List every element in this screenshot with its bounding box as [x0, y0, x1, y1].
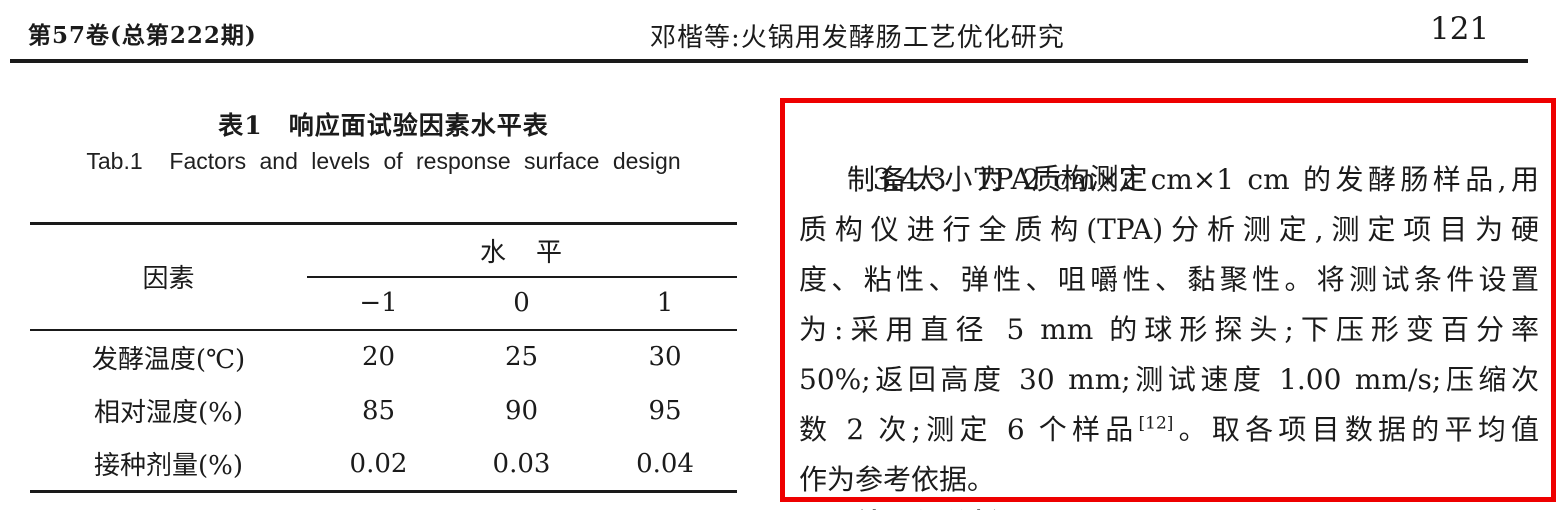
table1-block: 表1 响应面试验因素水平表 Tab.1 Factors and levels o… [30, 100, 738, 500]
table-row: 接种剂量(%) 0.02 0.03 0.04 [30, 438, 737, 492]
level-col-zero: 0 [450, 276, 593, 331]
factors-levels-table: 因素 水 平 −1 0 1 发酵温度(℃) 20 25 30 相对湿度(%) 8… [30, 222, 738, 493]
row-value: 95 [648, 395, 682, 426]
running-title: 邓楷等:火锅用发酵肠工艺优化研究 [650, 23, 1065, 53]
table1-title-en: Tab.1 Factors and levels of response sur… [86, 148, 681, 174]
row-value: 0.03 [492, 448, 551, 479]
level-col-one: 1 [593, 276, 738, 331]
paragraph-line: 为:采用直径 5 mm 的球形探头;下压形变百分率 [799, 313, 1539, 346]
paragraph-line-with-reference: 数 2 次;测定 6 个样品[12]。取各项目数据的平均值 [799, 405, 1539, 455]
col-header-level: 水 平 [307, 223, 738, 278]
section-title: TPA质构测定 [974, 162, 1148, 196]
line-text: 数 2 次;测定 6 个样品 [799, 413, 1139, 446]
row-value: 30 [648, 342, 682, 372]
row-value: 90 [504, 395, 539, 426]
paragraph-line: 质构仪进行全质构(TPA)分析测定,测定项目为硬 [799, 213, 1539, 246]
level-col-minus1: −1 [307, 276, 450, 331]
row-factor-label: 相对湿度(%) [94, 398, 243, 428]
section-heading: 3.4.3 TPA质构测定 [799, 107, 1539, 196]
header-rule [10, 59, 1528, 63]
volume-issue-info: 第57卷(总第222期) [28, 22, 257, 49]
tpa-section: 3.4.3 TPA质构测定 制备大小为 2 cm×2 cm×1 cm 的发酵肠样品… [799, 107, 1539, 505]
row-factor-label: 发酵温度(℃) [91, 344, 246, 375]
citation-superscript: [12] [1138, 413, 1174, 434]
row-value: 25 [504, 342, 539, 372]
next-section-heading-partial: 结果与分析 [856, 502, 1001, 510]
row-value: 0.02 [349, 448, 408, 479]
line-text: 。取各项目数据的平均值 [1173, 413, 1539, 446]
paragraph-line: 制备大小为 2 cm×2 cm×1 cm 的发酵肠样品,用 [847, 163, 1539, 196]
table-row: 发酵温度(℃) 20 25 30 [30, 330, 737, 384]
row-value: 20 [361, 342, 396, 372]
paragraph-line: 50%;返回高度 30 mm;测试速度 1.00 mm/s;压缩次 [799, 363, 1539, 396]
page-number: 121 [1430, 11, 1490, 47]
table1-title-zh: 表1 响应面试验因素水平表 [218, 111, 549, 140]
paragraph-line: 作为参考依据。 [799, 463, 996, 496]
row-value: 0.04 [636, 448, 694, 479]
section-number: 3.4.3 [872, 162, 947, 196]
highlight-annotation-box: 3.4.3 TPA质构测定 制备大小为 2 cm×2 cm×1 cm 的发酵肠样品… [780, 98, 1556, 502]
row-factor-label: 接种剂量(%) [94, 451, 243, 482]
paragraph-line: 度、粘性、弹性、咀嚼性、黏聚性。将测试条件设置 [799, 263, 1539, 296]
row-value: 85 [361, 395, 396, 426]
table-row: 相对湿度(%) 85 90 95 [30, 384, 737, 438]
col-header-factor: 因素 [30, 223, 307, 331]
